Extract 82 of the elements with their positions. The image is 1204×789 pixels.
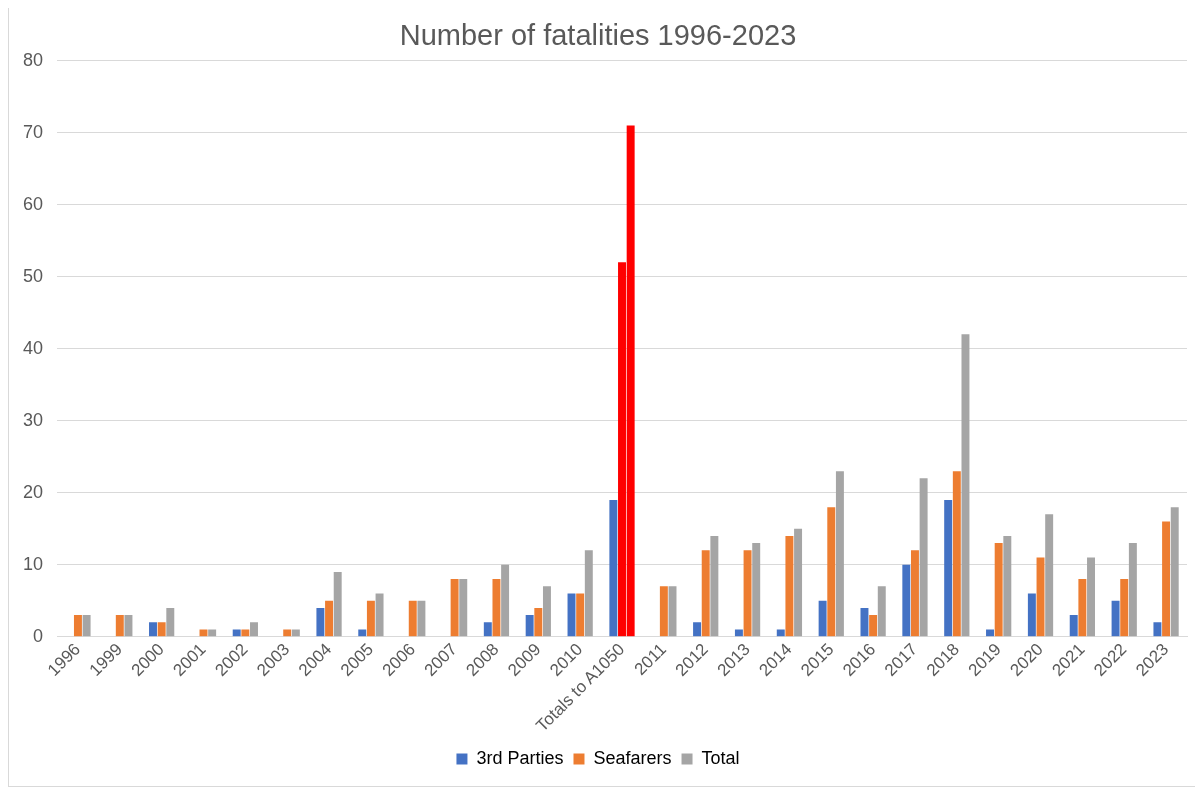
bar bbox=[693, 622, 702, 637]
y-tick-label: 80 bbox=[22, 49, 44, 70]
bar bbox=[333, 571, 342, 637]
bar bbox=[1003, 535, 1012, 637]
bar bbox=[1120, 579, 1129, 637]
bar bbox=[961, 334, 970, 637]
bar bbox=[232, 629, 241, 637]
bar bbox=[734, 629, 743, 637]
bar bbox=[1170, 507, 1179, 637]
chart-title: Number of fatalities 1996-2023 bbox=[399, 19, 797, 52]
bar bbox=[417, 600, 426, 637]
bar bbox=[818, 600, 827, 637]
bar bbox=[542, 586, 551, 637]
bar bbox=[291, 629, 300, 637]
bar bbox=[1162, 521, 1171, 637]
bar bbox=[919, 478, 928, 637]
bar bbox=[860, 607, 869, 637]
bar bbox=[208, 629, 217, 637]
bar bbox=[73, 615, 82, 637]
bar bbox=[316, 607, 325, 637]
bar bbox=[483, 622, 492, 637]
legend-label: Total bbox=[701, 747, 740, 768]
legend-label: Seafarers bbox=[593, 747, 672, 768]
bar bbox=[785, 535, 794, 637]
bar bbox=[241, 629, 250, 637]
bar bbox=[902, 564, 911, 637]
bar bbox=[450, 579, 459, 637]
y-tick-label: 60 bbox=[22, 193, 44, 214]
bar bbox=[576, 593, 585, 637]
bar bbox=[710, 535, 719, 637]
bar bbox=[459, 579, 468, 637]
bar bbox=[827, 507, 836, 637]
bar bbox=[794, 528, 803, 637]
bar bbox=[283, 629, 292, 637]
bar bbox=[609, 499, 618, 637]
bar bbox=[124, 615, 133, 637]
bar bbox=[1069, 615, 1078, 637]
bar bbox=[375, 593, 384, 637]
y-tick-label: 40 bbox=[22, 337, 44, 358]
bar bbox=[869, 615, 878, 637]
bar bbox=[525, 615, 534, 637]
bar bbox=[743, 550, 752, 637]
y-tick-label: 50 bbox=[22, 265, 44, 286]
bar bbox=[501, 564, 510, 637]
bar bbox=[944, 499, 953, 637]
y-tick-label: 0 bbox=[33, 625, 44, 646]
bar bbox=[659, 586, 668, 637]
legend-label: 3rd Parties bbox=[476, 747, 564, 768]
bar bbox=[584, 550, 593, 637]
bar bbox=[1078, 579, 1087, 637]
bar bbox=[1111, 600, 1120, 637]
bar bbox=[1036, 557, 1045, 637]
bar bbox=[994, 543, 1003, 637]
bar bbox=[1045, 514, 1054, 637]
bar bbox=[986, 629, 994, 637]
bar bbox=[366, 600, 375, 637]
y-tick-label: 20 bbox=[22, 481, 44, 502]
bar bbox=[250, 622, 258, 637]
bar bbox=[358, 629, 367, 637]
bar bbox=[952, 471, 961, 637]
bar bbox=[82, 615, 91, 637]
bar bbox=[325, 600, 334, 637]
bar bbox=[1027, 593, 1036, 637]
bar bbox=[149, 622, 157, 637]
bar bbox=[492, 579, 501, 637]
bar bbox=[534, 607, 543, 637]
bar bbox=[408, 600, 417, 637]
bar bbox=[701, 550, 710, 637]
bar bbox=[166, 607, 175, 637]
bar bbox=[1153, 622, 1162, 637]
y-tick-label: 70 bbox=[22, 121, 44, 142]
bar bbox=[910, 550, 919, 637]
bar bbox=[115, 615, 124, 637]
bar bbox=[776, 629, 785, 637]
bar bbox=[1087, 557, 1095, 637]
y-tick-label: 10 bbox=[22, 553, 44, 574]
bar bbox=[877, 586, 886, 637]
bar bbox=[157, 622, 166, 637]
bar bbox=[835, 471, 844, 637]
bar bbox=[1128, 543, 1137, 637]
bar bbox=[752, 543, 761, 637]
y-tick-label: 30 bbox=[22, 409, 44, 430]
